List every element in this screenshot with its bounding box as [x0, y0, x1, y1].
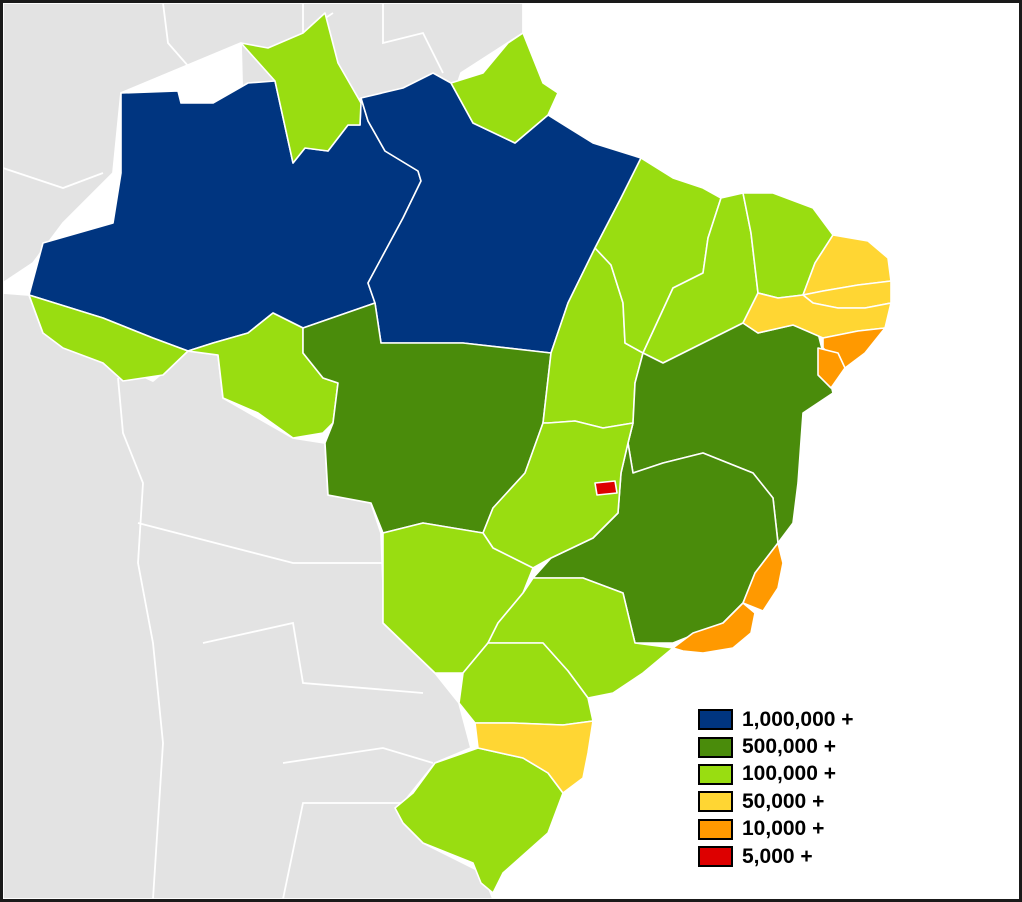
- legend-label: 50,000 +: [742, 789, 825, 813]
- legend-swatch: [698, 791, 733, 813]
- state-roraima: [240, 12, 362, 164]
- state-rio-de-janeiro: [672, 602, 756, 654]
- legend-swatch: [698, 763, 733, 785]
- state-regions: [28, 12, 892, 894]
- legend-item: 10,000 +: [698, 816, 854, 843]
- legend-label: 1,000,000 +: [742, 707, 854, 731]
- legend-item: 1,000,000 +: [698, 706, 854, 733]
- legend-swatch: [698, 709, 733, 731]
- legend-label: 10,000 +: [742, 817, 825, 841]
- legend-item: 5,000 +: [698, 843, 854, 870]
- legend-label: 100,000 +: [742, 762, 837, 786]
- state-amapa: [450, 32, 559, 144]
- state-pernambuco: [742, 292, 892, 339]
- brazil-choropleth-map: [3, 3, 1019, 899]
- legend-swatch: [698, 818, 733, 840]
- state-distrito-federal: [594, 480, 618, 496]
- legend-label: 500,000 +: [742, 735, 837, 759]
- legend-swatch: [698, 736, 733, 758]
- legend-item: 500,000 +: [698, 733, 854, 760]
- legend: 1,000,000 + 500,000 + 100,000 + 50,000 + 10,…: [698, 706, 854, 870]
- state-santa-catarina: [474, 720, 594, 794]
- state-sao-paulo: [487, 577, 674, 699]
- state-sergipe: [817, 347, 846, 389]
- state-goias: [482, 420, 634, 569]
- legend-item: 50,000 +: [698, 788, 854, 815]
- legend-swatch: [698, 846, 733, 868]
- state-acre: [28, 294, 189, 382]
- legend-item: 100,000 +: [698, 761, 854, 788]
- legend-label: 5,000 +: [742, 844, 813, 868]
